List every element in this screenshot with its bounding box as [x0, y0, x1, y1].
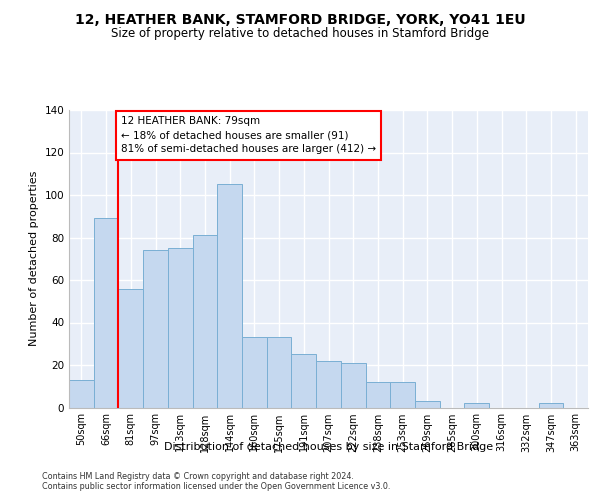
Bar: [292, 354, 316, 408]
Bar: [316, 361, 341, 408]
Bar: [415, 401, 440, 407]
Bar: [539, 403, 563, 407]
Bar: [341, 363, 365, 408]
Y-axis label: Number of detached properties: Number of detached properties: [29, 171, 39, 346]
Bar: [267, 338, 292, 407]
Bar: [464, 403, 489, 407]
Bar: [69, 380, 94, 407]
Bar: [168, 248, 193, 408]
Bar: [217, 184, 242, 408]
Bar: [242, 338, 267, 407]
Text: 12 HEATHER BANK: 79sqm
← 18% of detached houses are smaller (91)
81% of semi-det: 12 HEATHER BANK: 79sqm ← 18% of detached…: [121, 116, 376, 154]
Text: Distribution of detached houses by size in Stamford Bridge: Distribution of detached houses by size …: [164, 442, 493, 452]
Text: Size of property relative to detached houses in Stamford Bridge: Size of property relative to detached ho…: [111, 28, 489, 40]
Text: Contains HM Land Registry data © Crown copyright and database right 2024.: Contains HM Land Registry data © Crown c…: [42, 472, 354, 481]
Text: Contains public sector information licensed under the Open Government Licence v3: Contains public sector information licen…: [42, 482, 391, 491]
Bar: [390, 382, 415, 407]
Bar: [94, 218, 118, 408]
Text: 12, HEATHER BANK, STAMFORD BRIDGE, YORK, YO41 1EU: 12, HEATHER BANK, STAMFORD BRIDGE, YORK,…: [74, 12, 526, 26]
Bar: [118, 288, 143, 408]
Bar: [365, 382, 390, 407]
Bar: [193, 236, 217, 408]
Bar: [143, 250, 168, 408]
